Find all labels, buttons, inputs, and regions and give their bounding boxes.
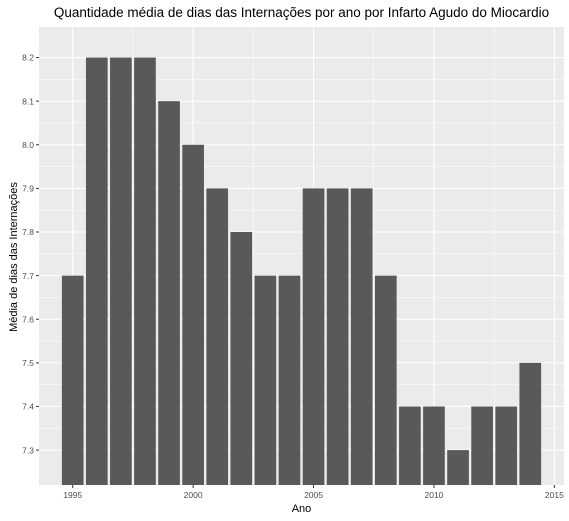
y-tick-label: 7.9 <box>22 184 34 194</box>
bar <box>206 188 229 485</box>
bar <box>423 406 445 485</box>
y-tick-label: 7.3 <box>22 445 34 455</box>
x-tick-label: 2010 <box>424 490 443 500</box>
y-tick-label: 7.5 <box>22 358 34 368</box>
bar <box>85 57 108 486</box>
x-tick-label: 2005 <box>304 490 323 500</box>
bar <box>399 406 421 485</box>
x-tick-label: 2015 <box>545 490 564 500</box>
bar <box>326 188 349 485</box>
y-tick-label: 7.6 <box>22 314 34 324</box>
bar <box>447 450 469 485</box>
bar <box>230 232 253 485</box>
y-tick-label: 8.0 <box>22 140 34 150</box>
bar <box>158 101 180 486</box>
bar <box>61 275 84 485</box>
bar <box>495 406 518 485</box>
bar <box>350 188 373 485</box>
bar <box>519 362 542 485</box>
y-tick-label: 7.8 <box>22 227 34 237</box>
x-axis-label: Ano <box>291 503 312 515</box>
y-tick-label: 8.1 <box>22 96 34 106</box>
bar <box>278 275 301 485</box>
bar <box>374 275 397 485</box>
bar <box>254 275 277 485</box>
bar <box>110 57 132 486</box>
y-tick-label: 7.4 <box>22 402 34 412</box>
y-tick-label: 8.2 <box>22 53 34 63</box>
bar <box>302 188 325 485</box>
x-tick-label: 1995 <box>63 490 82 500</box>
chart-title: Quantidade média de dias das Internações… <box>53 5 550 20</box>
bar <box>134 57 156 486</box>
y-tick-label: 7.7 <box>22 271 34 281</box>
bar <box>471 406 493 485</box>
bar <box>182 144 204 485</box>
x-tick-label: 2000 <box>184 490 203 500</box>
